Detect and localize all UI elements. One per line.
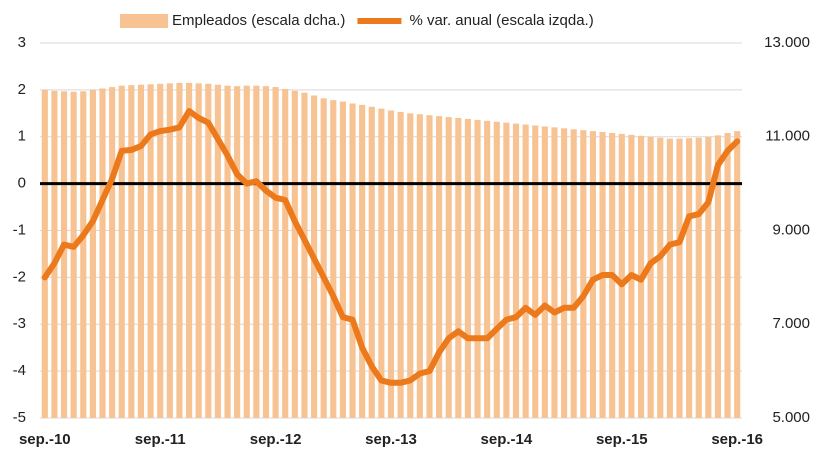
bar [41,89,48,418]
bar [349,103,356,418]
bar [214,84,221,418]
y-tick-label: -4 [13,362,26,379]
legend-swatch [120,14,168,28]
bar [561,128,568,418]
y2-tick-label: 13.000 [764,34,810,51]
bar [686,138,693,418]
bar [551,127,558,418]
bar [657,137,664,418]
x-tick-label: sep.-16 [711,431,763,448]
x-tick-label: sep.-10 [19,431,71,448]
line [41,108,741,386]
y-tick-label: 2 [18,81,26,98]
bar [224,85,231,418]
bar [714,135,722,418]
bar [128,85,135,418]
bar [176,82,183,418]
bar [205,83,212,418]
bar [695,137,702,418]
bar [80,91,87,418]
bar [734,131,741,418]
bar [339,101,346,418]
y-tick-label: 0 [18,175,26,192]
bar [118,85,125,418]
bar [234,86,241,418]
bar [272,87,279,418]
y2-tick-label: 5.000 [772,409,810,426]
legend-label: % var. anual (escala izqda.) [409,12,593,29]
bar [262,86,270,418]
bar [195,83,202,418]
bar [368,106,375,418]
bar [185,82,193,418]
bar [407,113,414,418]
x-tick-label: sep.-13 [365,431,417,448]
bar [484,120,491,418]
bar [330,100,337,418]
bar [70,91,77,418]
y2-tick-label: 7.000 [772,315,810,332]
bar [474,119,481,418]
bar [541,126,548,418]
x-tick-label: sep.-15 [596,431,648,448]
bar [647,136,654,418]
bar [618,133,625,418]
bar [589,131,597,418]
bar [570,129,577,418]
bar [666,138,673,418]
bar [455,118,462,418]
bar [580,130,587,418]
x-tick-label: sep.-12 [250,431,302,448]
bar [378,108,385,418]
bar [493,121,500,418]
bar [705,136,712,418]
bar [416,114,423,418]
bar [320,98,327,418]
bar [426,115,433,418]
bar [137,84,145,418]
bar [503,122,510,418]
bar [359,104,366,418]
bar [436,116,443,418]
bar [109,87,116,418]
bar [51,90,58,418]
bar [253,85,260,418]
bar [243,85,250,418]
bar [99,88,106,418]
y-tick-label: 3 [18,34,26,51]
y-tick-label: -3 [13,315,26,332]
y-tick-label: 1 [18,128,26,145]
legend-label: Empleados (escala dcha.) [172,12,345,29]
y-tick-label: -2 [13,268,26,285]
bar [282,88,289,418]
x-tick-label: sep.-14 [481,431,533,448]
bar [166,83,173,418]
bar [157,83,164,418]
y2-tick-label: 9.000 [772,221,810,238]
bar [387,110,395,418]
bar [464,118,472,418]
bar [89,89,96,418]
y2-tick-label: 11.000 [765,128,810,145]
bar [724,133,731,418]
bar [532,125,539,418]
bar [291,90,298,418]
bar [301,92,308,418]
y-tick-label: -5 [13,409,26,426]
bar [147,84,154,418]
bar [512,123,520,418]
bar [522,124,529,418]
bar [676,138,683,418]
bar [397,111,404,418]
x-tick-label: sep.-11 [135,431,186,448]
bar [445,117,452,418]
bar [60,91,68,418]
y-tick-label: -1 [13,221,26,238]
